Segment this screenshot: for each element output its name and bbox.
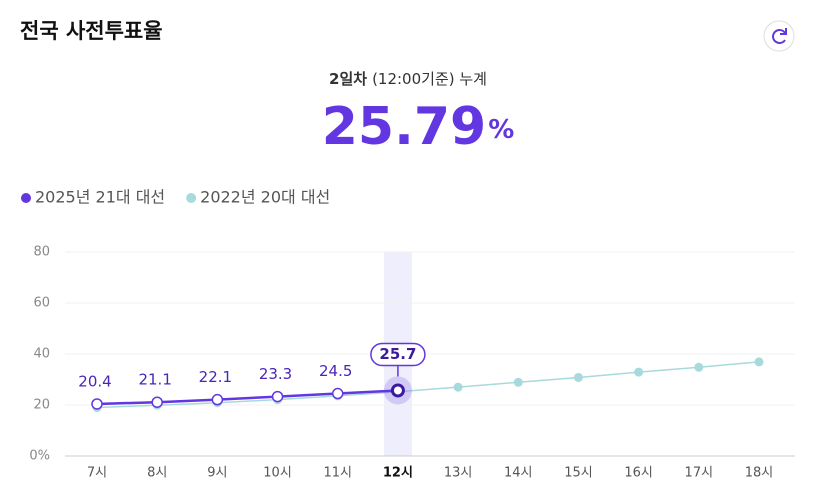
point: [634, 367, 644, 377]
x-tick-label: 15시: [564, 466, 593, 481]
refresh-icon[interactable]: [772, 29, 786, 44]
x-tick-label: 11시: [323, 466, 352, 481]
point: [754, 357, 764, 367]
point: [271, 390, 284, 403]
refresh-arrow[interactable]: [780, 28, 787, 35]
subtitle-rest: (12:00기준) 누계: [372, 70, 487, 88]
headline-unit: %: [488, 115, 514, 145]
point: [513, 377, 523, 387]
point: [151, 396, 163, 408]
point: [91, 398, 103, 410]
legend-label: 2022년 20대 대선: [200, 188, 330, 207]
headline: 25.79%: [322, 97, 515, 157]
legend-dot: [21, 193, 31, 203]
series-line: [96, 361, 760, 409]
x-tick-label: 14시: [504, 466, 533, 481]
data-label: 24.5: [319, 362, 352, 380]
series-line: [96, 389, 398, 406]
y-tick-label: 80: [33, 245, 50, 260]
y-tick-label: 20: [33, 398, 50, 413]
y-tick-label: 40: [33, 347, 50, 362]
data-label: 25.7: [379, 345, 416, 363]
data-label: 21.1: [138, 371, 171, 389]
data-label: 20.4: [78, 372, 111, 390]
point: [331, 387, 344, 400]
subtitle: 2일차 (12:00기준) 누계: [329, 70, 487, 88]
x-tick-label: 9시: [207, 466, 227, 481]
point: [573, 372, 583, 382]
point: [390, 383, 405, 398]
callout-box: [370, 342, 426, 367]
legend-label: 2025년 21대 대선: [35, 188, 165, 207]
subtitle-bold: 2일차: [329, 70, 367, 88]
y-tick-label: 60: [33, 296, 50, 311]
x-tick-label: 18시: [745, 466, 774, 481]
data-label: 22.1: [199, 368, 232, 386]
x-tick-label: 7시: [87, 466, 107, 481]
headline-value: 25.79: [322, 97, 486, 157]
x-tick-label: 12시: [383, 466, 413, 481]
x-tick-label: 16시: [624, 466, 653, 481]
chart-title: 전국 사전투표율: [20, 19, 163, 43]
refresh-button[interactable]: [763, 20, 795, 52]
x-tick-label: 13시: [444, 466, 473, 481]
x-tick-label: 10시: [263, 466, 292, 481]
y-tick-label: 0%: [29, 449, 50, 464]
point: [453, 382, 463, 392]
point: [694, 362, 704, 372]
x-tick-label: 17시: [685, 466, 714, 481]
refresh-circle[interactable]: [763, 20, 795, 52]
legend-dot: [186, 193, 197, 203]
x-tick-label: 8시: [147, 466, 167, 481]
data-label: 23.3: [259, 365, 292, 383]
point: [211, 393, 224, 406]
